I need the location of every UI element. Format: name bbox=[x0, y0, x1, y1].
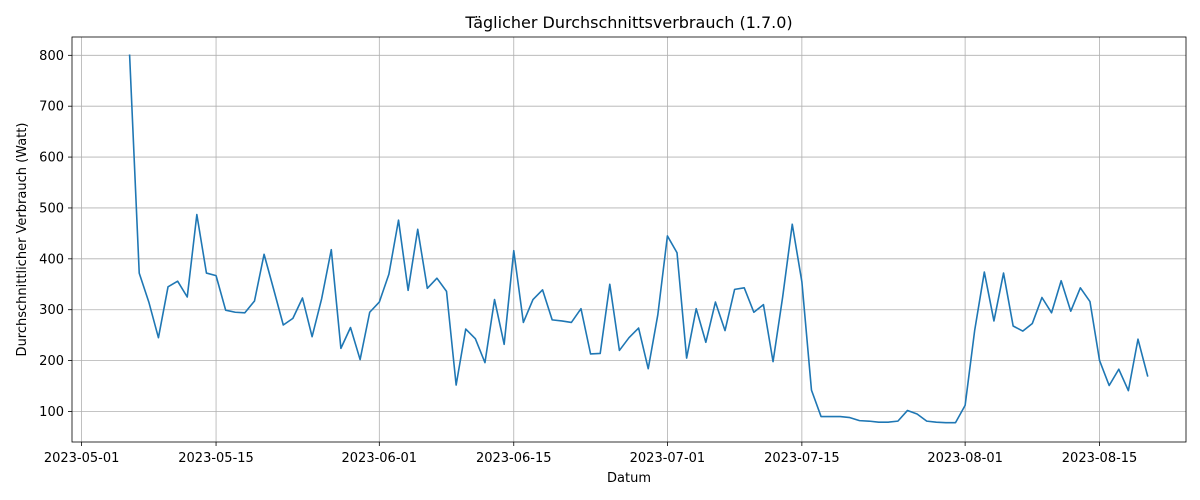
y-tick-label: 800 bbox=[39, 49, 64, 64]
x-tick-label: 2023-05-01 bbox=[44, 451, 120, 466]
x-tick-label: 2023-06-15 bbox=[476, 451, 552, 466]
plot-frame bbox=[71, 36, 1187, 443]
chart-title: Täglicher Durchschnittsverbrauch (1.7.0) bbox=[464, 13, 792, 32]
x-tick-label: 2023-08-01 bbox=[927, 451, 1003, 466]
y-tick-label: 500 bbox=[39, 201, 64, 216]
y-tick-label: 700 bbox=[39, 100, 64, 115]
x-tick-label: 2023-07-01 bbox=[630, 451, 706, 466]
x-tick-label: 2023-05-15 bbox=[178, 451, 254, 466]
grid bbox=[72, 37, 1186, 442]
x-tick-label: 2023-06-01 bbox=[342, 451, 418, 466]
y-tick-label: 600 bbox=[39, 151, 64, 166]
y-axis-label: Durchschnittlicher Verbrauch (Watt) bbox=[15, 123, 30, 357]
y-axis: 100 200 300 400 500 600 700 800 bbox=[39, 49, 72, 420]
y-tick-label: 100 bbox=[39, 405, 64, 420]
series-layer bbox=[128, 54, 1149, 424]
y-tick-label: 200 bbox=[39, 354, 64, 369]
x-axis-label: Datum bbox=[607, 471, 651, 486]
x-axis: 2023-05-01 2023-05-15 2023-06-01 2023-06-15… bbox=[44, 442, 1138, 466]
y-tick-label: 400 bbox=[39, 252, 64, 267]
y-tick-label: 300 bbox=[39, 303, 64, 318]
series-line bbox=[128, 54, 1149, 424]
x-tick-label: 2023-07-15 bbox=[764, 451, 840, 466]
x-tick-label: 2023-08-15 bbox=[1062, 451, 1138, 466]
